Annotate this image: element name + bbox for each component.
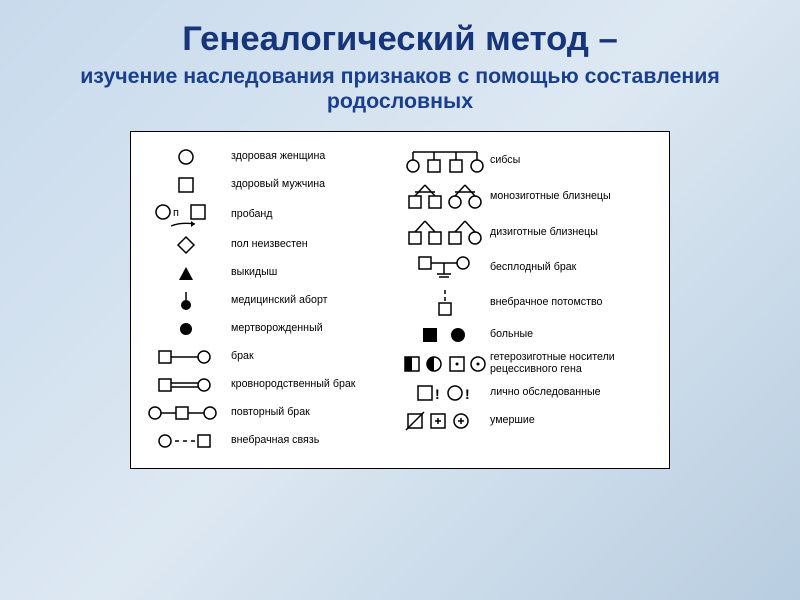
legend-row: кровнородственный брак xyxy=(141,374,400,396)
childless-icon xyxy=(400,254,490,282)
affected-icon xyxy=(400,325,490,345)
legend-label: лично обследованные xyxy=(490,387,601,399)
legend-row: сибсы xyxy=(400,146,659,176)
legend-label: пробанд xyxy=(231,209,273,221)
legend-label: внебрачная связь xyxy=(231,435,319,447)
legend-row: гетерозиготные носители рецессивного ген… xyxy=(400,352,659,375)
slide-subtitle: изучение наследования признаков с помощь… xyxy=(40,64,760,115)
legend-row: умершие xyxy=(400,410,659,432)
svg-text:!: ! xyxy=(465,386,470,402)
slide-title: Генеалогический метод – xyxy=(40,20,760,60)
stillborn-icon xyxy=(141,319,231,339)
legend-label: бесплодный брак xyxy=(490,262,576,274)
legend-right-column: сибсы м xyxy=(400,146,659,458)
legend-label: внебрачное потомство xyxy=(490,297,602,309)
legend-row: медицинский аборт xyxy=(141,290,400,312)
legend-row: больные xyxy=(400,324,659,346)
legend-row: монозиготные близнецы xyxy=(400,182,659,212)
remarriage-icon xyxy=(141,403,231,423)
legend-label: умершие xyxy=(490,415,535,427)
deceased-icon xyxy=(400,411,490,431)
legend-row: пол неизвестен xyxy=(141,234,400,256)
legend-label: здоровый мужчина xyxy=(231,179,325,191)
legend-label: здоровая женщина xyxy=(231,151,325,163)
legend-label: дизиготные близнецы xyxy=(490,227,598,239)
legend-row: выкидыш xyxy=(141,262,400,284)
legend-row: повторный брак xyxy=(141,402,400,424)
legend-row: п пробанд xyxy=(141,202,400,228)
legend-row: здоровая женщина xyxy=(141,146,400,168)
svg-text:п: п xyxy=(173,207,179,219)
miscarriage-icon xyxy=(141,263,231,283)
legend-row: мертворожденный xyxy=(141,318,400,340)
legend-label: кровнородственный брак xyxy=(231,379,355,391)
carrier-icon xyxy=(400,354,490,374)
legend-label: повторный брак xyxy=(231,407,310,419)
unknown-sex-icon xyxy=(141,235,231,255)
proband-icon: п xyxy=(141,202,231,228)
legend-label: пол неизвестен xyxy=(231,239,308,251)
legend-row: здоровый мужчина xyxy=(141,174,400,196)
legend-left-column: здоровая женщина здоровый мужчина п xyxy=(141,146,400,458)
legend-row: внебрачное потомство xyxy=(400,288,659,318)
dizygotic-icon xyxy=(400,218,490,248)
abortion-icon xyxy=(141,290,231,312)
legend-box: здоровая женщина здоровый мужчина п xyxy=(130,131,670,469)
legend-label: монозиготные близнецы xyxy=(490,191,611,203)
legend-label: сибсы xyxy=(490,155,520,167)
legend-row: внебрачная связь xyxy=(141,430,400,452)
monozygotic-icon xyxy=(400,182,490,212)
extramarital-icon xyxy=(141,431,231,451)
consanguineous-icon xyxy=(141,375,231,395)
legend-row: дизиготные близнецы xyxy=(400,218,659,248)
legend-row: бесплодный брак xyxy=(400,254,659,282)
legend-label: медицинский аборт xyxy=(231,295,328,307)
male-icon xyxy=(141,175,231,195)
slide: Генеалогический метод – изучение наследо… xyxy=(0,0,800,600)
legend-label: брак xyxy=(231,351,254,363)
legend-label: гетерозиготные носители рецессивного ген… xyxy=(490,352,659,375)
illegitimate-child-icon xyxy=(400,288,490,318)
legend-row: ! ! лично обследованные xyxy=(400,382,659,404)
legend-row: брак xyxy=(141,346,400,368)
examined-icon: ! ! xyxy=(400,383,490,403)
sibs-icon xyxy=(400,146,490,176)
marriage-icon xyxy=(141,347,231,367)
legend-label: выкидыш xyxy=(231,267,277,279)
female-icon xyxy=(141,147,231,167)
legend-label: мертворожденный xyxy=(231,323,323,335)
svg-text:!: ! xyxy=(435,386,440,402)
legend-label: больные xyxy=(490,329,533,341)
